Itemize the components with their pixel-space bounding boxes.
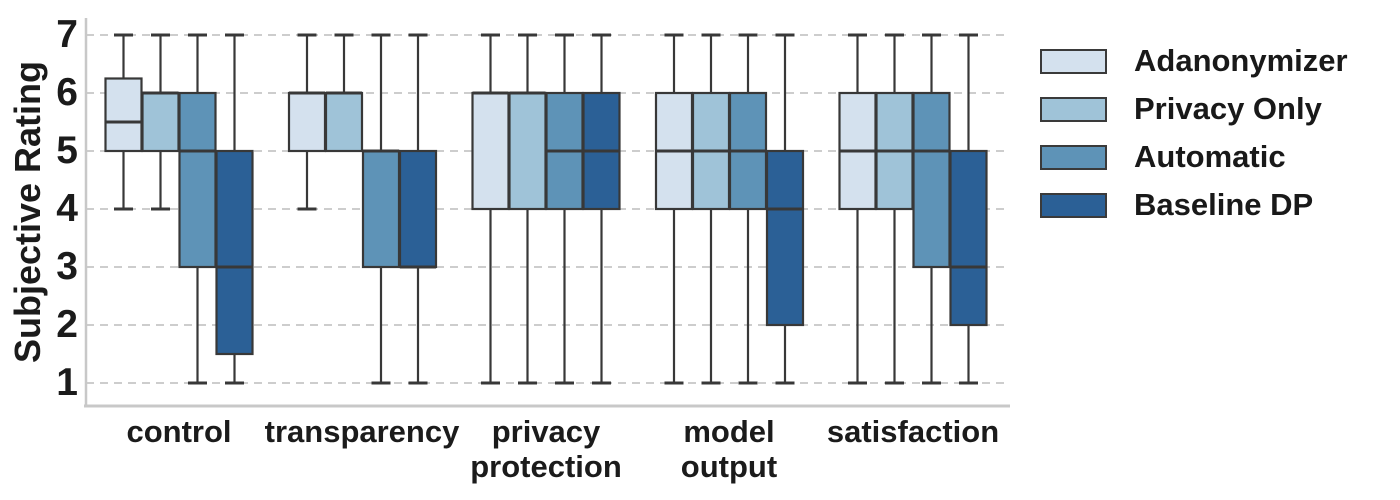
y-tick-label: 7 bbox=[56, 13, 78, 56]
x-tick-label: satisfaction bbox=[826, 414, 1000, 449]
legend: Adanonymizer Privacy Only Automatic Base… bbox=[1040, 43, 1348, 236]
legend-item: Privacy Only bbox=[1040, 91, 1348, 126]
y-tick-label: 6 bbox=[56, 71, 78, 114]
legend-swatch bbox=[1040, 96, 1107, 122]
x-tick-label: privacy protection bbox=[470, 414, 622, 484]
legend-swatch bbox=[1040, 144, 1107, 170]
legend-item: Adanonymizer bbox=[1040, 43, 1348, 78]
legend-item: Automatic bbox=[1040, 139, 1348, 174]
legend-label: Privacy Only bbox=[1134, 91, 1322, 126]
legend-item: Baseline DP bbox=[1040, 187, 1348, 222]
x-tick-label: model output bbox=[680, 414, 778, 484]
legend-swatch bbox=[1040, 192, 1107, 218]
y-tick-label: 4 bbox=[56, 187, 78, 230]
x-tick-label: transparency bbox=[264, 414, 460, 449]
y-tick-label: 1 bbox=[56, 361, 78, 404]
y-tick-label: 3 bbox=[56, 245, 78, 288]
x-tick-label: control bbox=[126, 414, 232, 449]
legend-label: Baseline DP bbox=[1134, 187, 1314, 222]
legend-swatch bbox=[1040, 48, 1107, 74]
legend-label: Automatic bbox=[1134, 139, 1286, 174]
legend-label: Adanonymizer bbox=[1134, 43, 1348, 78]
y-tick-label: 2 bbox=[56, 303, 78, 346]
y-tick-label: 5 bbox=[56, 129, 78, 172]
